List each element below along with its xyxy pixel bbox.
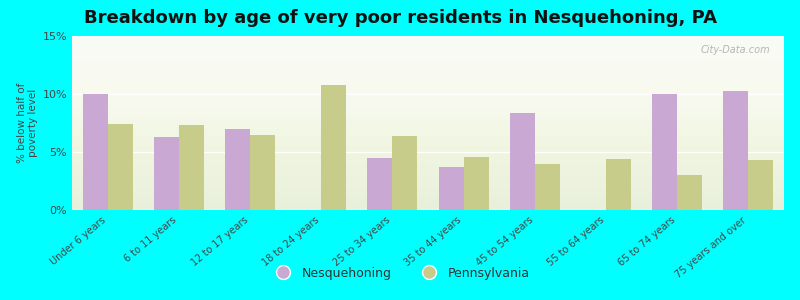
Bar: [606, 159, 631, 210]
Bar: [154, 137, 178, 210]
Bar: [225, 129, 250, 210]
Bar: [677, 175, 702, 210]
Bar: [392, 136, 418, 210]
Bar: [723, 91, 748, 210]
Bar: [322, 85, 346, 210]
Bar: [367, 158, 392, 210]
Bar: [464, 157, 489, 210]
Legend: Nesquehoning, Pennsylvania: Nesquehoning, Pennsylvania: [265, 262, 535, 285]
Bar: [438, 167, 464, 210]
Bar: [250, 135, 275, 210]
Bar: [510, 112, 534, 210]
Bar: [652, 94, 677, 210]
Text: Breakdown by age of very poor residents in Nesquehoning, PA: Breakdown by age of very poor residents …: [83, 9, 717, 27]
Text: City-Data.com: City-Data.com: [700, 45, 770, 55]
Bar: [179, 125, 204, 210]
Bar: [107, 124, 133, 210]
Bar: [82, 94, 107, 210]
Y-axis label: % below half of
poverty level: % below half of poverty level: [17, 83, 38, 163]
Bar: [749, 160, 774, 210]
Bar: [535, 164, 560, 210]
